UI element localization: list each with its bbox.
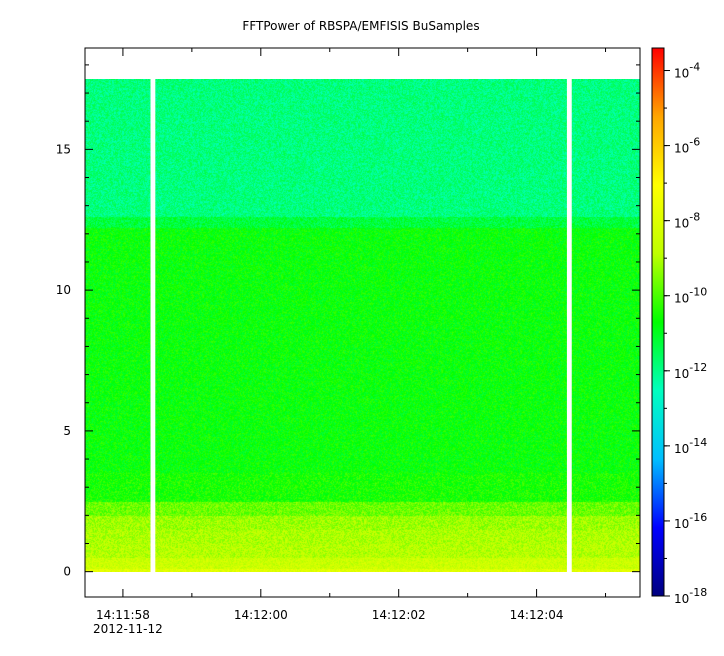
y-tick-label: 10 [56,283,71,297]
colorbar: 10-4 10-6 10-8 10-10 10-12 10-14 10-16 10-18 [651,47,707,606]
chart-title: FFTPower of RBSPA/EMFISIS BuSamples [242,19,479,33]
spectrogram-image [85,79,640,572]
colorbar-tick-label: 10-8 [674,211,700,231]
x-tick-label: 14:12:00 [234,608,288,622]
data-gap-2 [566,79,572,572]
colorbar-tick-label: 10-14 [674,436,707,456]
y-tick-label: 0 [63,565,71,579]
x-date-label: 2012-11-12 [93,622,163,636]
x-axis: 14:11:58 14:12:00 14:12:02 14:12:04 2012-11-… [93,48,607,636]
data-gap-1 [150,79,156,572]
y-tick-label: 5 [63,424,71,438]
plot-area [84,47,641,598]
x-tick-label: 14:12:02 [372,608,426,622]
colorbar-tick-label: 10-4 [674,61,700,81]
colorbar-tick-label: 10-16 [674,511,707,531]
x-tick-label: 14:11:58 [96,608,150,622]
plot-frame [84,47,641,598]
colorbar-tick-label: 10-10 [674,286,707,306]
colorbar-gradient [651,47,665,597]
y-axis: 0 5 10 15 [56,64,640,579]
colorbar-tick-label: 10-12 [674,361,707,381]
x-tick-label: 14:12:04 [510,608,564,622]
colorbar-tick-label: 10-6 [674,136,700,156]
y-tick-label: 15 [56,142,71,156]
colorbar-tick-label: 10-18 [674,586,707,606]
